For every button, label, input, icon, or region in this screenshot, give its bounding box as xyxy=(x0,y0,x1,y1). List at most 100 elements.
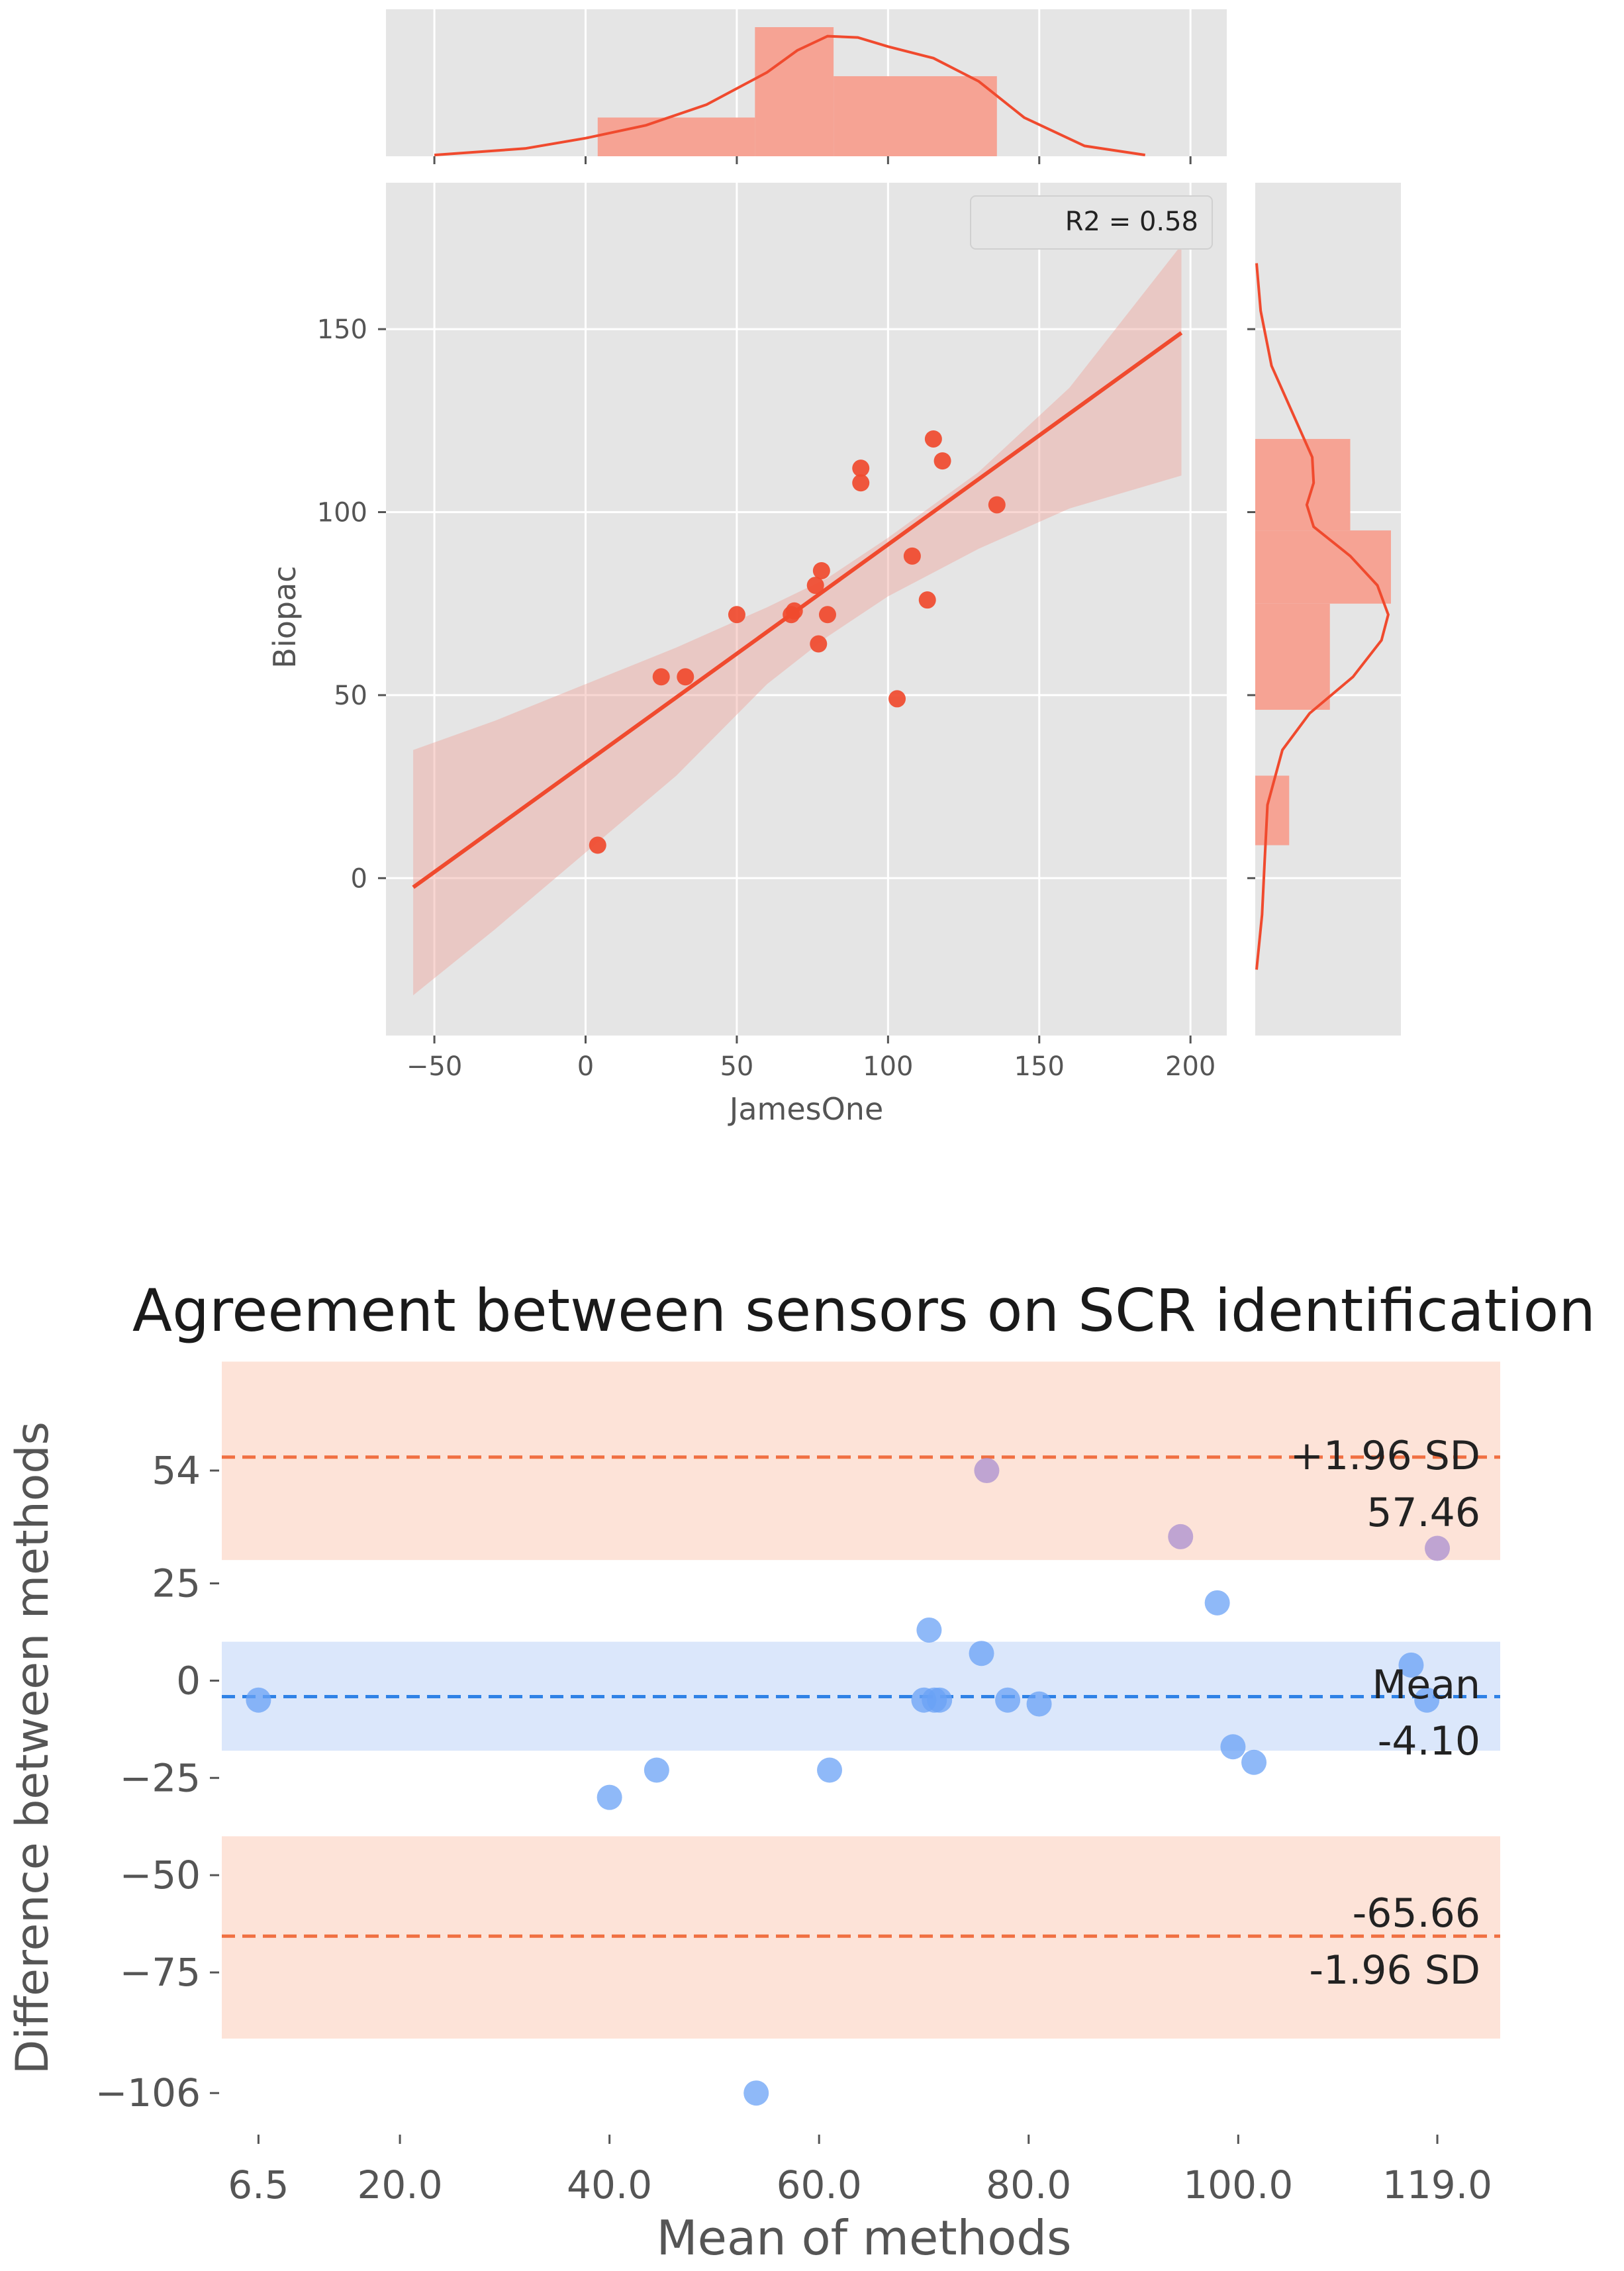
x-axis-ticks: −50 0 50 100 150 200 xyxy=(406,1036,1216,1082)
data-point xyxy=(728,606,745,624)
data-point xyxy=(652,668,670,686)
difference-point xyxy=(1168,1523,1194,1549)
data-point xyxy=(918,591,936,609)
data-point xyxy=(818,606,836,624)
x-axis-ticks: 6.5 20.0 40.0 60.0 80.0 100.0 119.0 xyxy=(228,2135,1492,2207)
bland-altman-plot: Agreement between sensors on SCR identif… xyxy=(7,1277,1596,2266)
x-tick-label: 20.0 xyxy=(358,2162,443,2207)
x-tick-label: 100.0 xyxy=(1183,2162,1293,2207)
x-tick-label: 200 xyxy=(1165,1051,1216,1082)
y-marginal-histogram xyxy=(1255,438,1391,846)
mean-label: Mean xyxy=(1372,1662,1480,1708)
y-tick-label: 150 xyxy=(317,314,367,345)
y-tick-label: 25 xyxy=(152,1561,201,1606)
data-point xyxy=(924,430,942,448)
upper-sd-label: +1.96 SD xyxy=(1290,1433,1480,1479)
histogram-bar xyxy=(597,117,755,156)
x-tick-label: 0 xyxy=(577,1051,594,1082)
data-point xyxy=(785,602,803,620)
y-tick-label: −75 xyxy=(120,1950,201,1995)
y-axis-ticks: 54 25 0 −25 −50 −75 −106 xyxy=(95,1448,219,2115)
histogram-bar xyxy=(1255,438,1351,531)
difference-point xyxy=(916,1617,942,1643)
y-tick-label: −106 xyxy=(95,2070,201,2115)
x-tick-label: 80.0 xyxy=(986,2162,1071,2207)
y-tick-label: 54 xyxy=(152,1448,201,1493)
x-tick-label: 100 xyxy=(863,1051,913,1082)
mean-value: -4.10 xyxy=(1378,1718,1480,1764)
x-axis-label: Mean of methods xyxy=(657,2210,1072,2266)
main-panel: −50 0 50 100 150 200 0 50 100 150 R2 = 0.58 Jame… xyxy=(267,183,1227,1127)
difference-point xyxy=(1204,1590,1230,1616)
x-tick-label: 6.5 xyxy=(228,2162,289,2207)
y-tick-label: −50 xyxy=(120,1853,201,1898)
y-marginal-ticks xyxy=(1247,328,1255,879)
lower-sd-label: -1.96 SD xyxy=(1309,1947,1480,1994)
difference-point xyxy=(1241,1749,1267,1775)
difference-point xyxy=(1026,1691,1052,1717)
data-points xyxy=(589,430,1006,854)
x-tick-label: 150 xyxy=(1014,1051,1065,1082)
data-point xyxy=(810,635,828,653)
difference-point xyxy=(1425,1535,1451,1561)
y-tick-label: 100 xyxy=(317,498,367,528)
upper-loa-value: 57.46 xyxy=(1366,1490,1480,1536)
y-tick-label: 0 xyxy=(351,863,367,894)
histogram-bar xyxy=(1255,603,1330,710)
difference-point xyxy=(1414,1687,1440,1713)
y-tick-label: 0 xyxy=(176,1658,201,1703)
main-background xyxy=(386,183,1227,1036)
lower-loa-value: -65.66 xyxy=(1353,1890,1480,1937)
joint-plot: −50 0 50 100 150 200 0 50 100 150 R2 = 0.58 Jame… xyxy=(267,9,1401,1127)
data-point xyxy=(903,547,921,565)
data-point xyxy=(812,561,830,579)
x-tick-label: 119.0 xyxy=(1382,2162,1492,2207)
y-axis-ticks: 0 50 100 150 xyxy=(317,314,386,894)
difference-points xyxy=(246,1458,1451,2106)
chart-title: Agreement between sensors on SCR identif… xyxy=(132,1277,1596,1345)
difference-point xyxy=(644,1757,669,1783)
x-tick-label: 60.0 xyxy=(777,2162,862,2207)
x-tick-label: −50 xyxy=(406,1051,462,1082)
x-tick-label: 40.0 xyxy=(567,2162,652,2207)
y-axis-label: Biopac xyxy=(267,565,303,668)
data-point xyxy=(852,459,870,477)
difference-point xyxy=(597,1784,622,1810)
histogram-bar xyxy=(755,27,834,156)
difference-point xyxy=(1398,1652,1424,1678)
data-point xyxy=(806,577,824,595)
y-marginal-kde-line xyxy=(1255,263,1390,970)
x-marginal-histogram xyxy=(597,27,997,156)
data-point xyxy=(888,690,906,708)
difference-point xyxy=(974,1458,1000,1484)
y-tick-label: 50 xyxy=(334,681,367,711)
x-tick-label: 50 xyxy=(720,1051,753,1082)
data-point xyxy=(852,474,870,492)
x-marginal-ticks xyxy=(433,156,1192,164)
r2-annotation: R2 = 0.58 xyxy=(1065,207,1198,237)
upper-loa-band xyxy=(222,1361,1500,1561)
difference-point xyxy=(1220,1734,1246,1760)
data-point xyxy=(677,668,694,686)
histogram-bar xyxy=(834,76,997,156)
difference-point xyxy=(927,1687,953,1713)
histogram-bar xyxy=(1255,530,1391,604)
y-marginal-panel xyxy=(1247,183,1401,1036)
y-axis-label: Difference between methods xyxy=(7,1422,59,2074)
difference-point xyxy=(743,2080,769,2106)
y-tick-label: −25 xyxy=(120,1755,201,1800)
legend-box xyxy=(970,195,1213,250)
reference-lines xyxy=(222,1455,1500,1938)
difference-point xyxy=(995,1687,1021,1713)
data-point xyxy=(988,496,1006,514)
difference-point xyxy=(246,1687,271,1713)
agreement-bands xyxy=(222,1361,1500,2039)
data-point xyxy=(589,836,606,854)
difference-point xyxy=(969,1641,994,1667)
x-marginal-panel xyxy=(386,9,1227,164)
difference-point xyxy=(817,1757,843,1783)
data-point xyxy=(933,452,951,470)
x-marginal-kde-line xyxy=(434,34,1145,157)
x-axis-label: JamesOne xyxy=(728,1091,884,1127)
